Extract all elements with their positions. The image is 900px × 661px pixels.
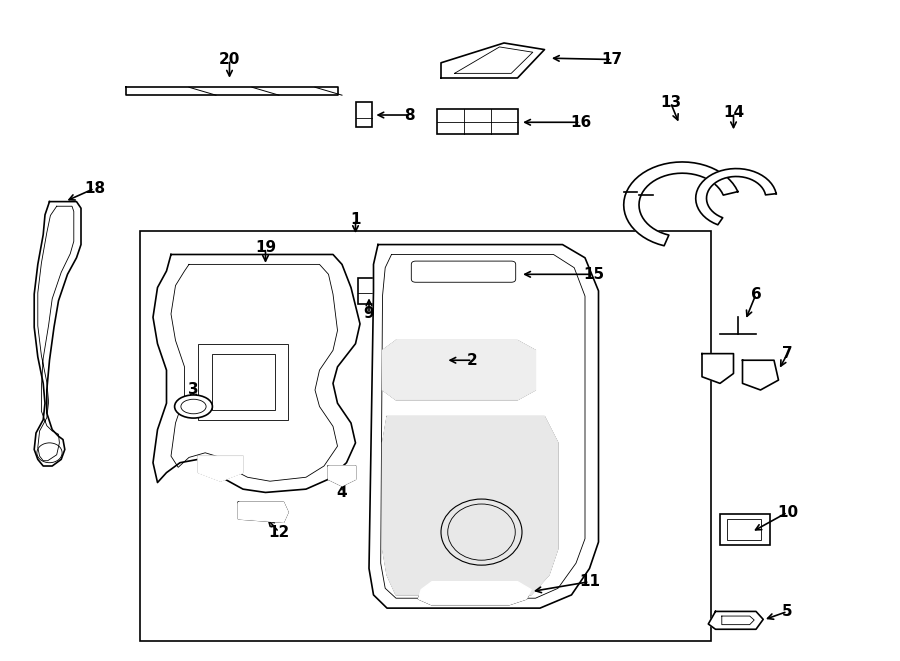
Polygon shape (34, 202, 81, 466)
Polygon shape (126, 87, 338, 95)
Text: 9: 9 (364, 307, 374, 321)
Polygon shape (708, 611, 763, 629)
Text: 8: 8 (404, 108, 415, 122)
Text: 7: 7 (782, 346, 793, 361)
Polygon shape (382, 416, 558, 595)
Text: 12: 12 (268, 525, 290, 539)
Text: 2: 2 (467, 353, 478, 368)
Polygon shape (418, 582, 531, 605)
Text: 18: 18 (84, 181, 105, 196)
Polygon shape (153, 254, 360, 492)
FancyBboxPatch shape (402, 256, 525, 288)
Polygon shape (198, 456, 243, 481)
Text: 5: 5 (782, 604, 793, 619)
Text: 19: 19 (255, 241, 276, 255)
Polygon shape (702, 354, 733, 383)
Polygon shape (742, 360, 778, 390)
Bar (358, 278, 378, 304)
Text: 15: 15 (583, 267, 605, 282)
Polygon shape (441, 43, 544, 78)
Text: 1: 1 (350, 212, 361, 227)
Ellipse shape (400, 348, 446, 373)
Text: 20: 20 (219, 52, 240, 67)
Polygon shape (624, 162, 738, 246)
Text: 10: 10 (777, 505, 798, 520)
Text: 17: 17 (601, 52, 623, 67)
Bar (212, 354, 274, 410)
Text: 6: 6 (751, 287, 761, 301)
Text: 16: 16 (570, 115, 591, 130)
Bar (436, 109, 518, 134)
Bar (356, 102, 372, 127)
Polygon shape (382, 340, 536, 400)
Bar (720, 514, 770, 545)
Polygon shape (369, 245, 598, 608)
Text: 3: 3 (188, 383, 199, 397)
Bar (140, 231, 711, 641)
Text: 14: 14 (723, 105, 744, 120)
Polygon shape (328, 466, 356, 486)
Text: 4: 4 (337, 485, 347, 500)
Bar (198, 344, 288, 420)
Text: 13: 13 (660, 95, 681, 110)
Text: 11: 11 (579, 574, 600, 589)
Ellipse shape (175, 395, 212, 418)
Polygon shape (238, 502, 288, 522)
Bar (727, 519, 761, 540)
Polygon shape (696, 169, 776, 225)
